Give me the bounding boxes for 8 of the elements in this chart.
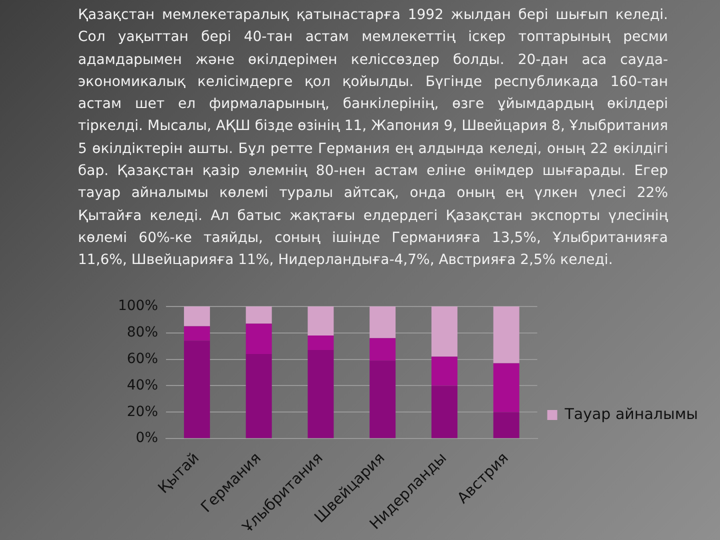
chart-title: Қазақстан мемлекетаралық қатынастарға 1992 жылдан бері шығып келеді. Сол уақыттан бері 40-тан астам мемлекеттің іскер топтарының ресми адамдарымен және өкілдерімен келіссөздер болды. 20-дан аса сауда-экономикалық келісімдерге қол қойылды. Бүгінде республикада 160-тан астам шет ел фирмаларының, банкілерінің, өзге ұйымдардың өкілдері тіркелді. Мысалы, АҚШ бізде өзінің 11, Жапония 9, Швейцария 8, Ұлыбритания 5 өкілдіктерін ашты. Бұл ретте Германия ең алдында келеді, оның 22 өкілдігі бар. Қазақстан қазір әлемнің 80-нен астам еліне өнімдер шығарады. Егер тауар айналымы көлемі туралы айтсақ, онда оның ең үлкен үлесі 22% Қытайға келеді. Ал батыс жақтағы елдердегі Қазақстан экспорты үлесінің көлемі 60%-ке таяйды, соның ішінде Германияға 13,5%, Ұлыбританияға 11,6%, Швейцарияға 11%, Нидерландыға-4,7%, Австрияға 2,5% келеді. — [78, 7, 668, 268]
y-tick-label: 20% — [126, 404, 158, 420]
y-tick-label: 40% — [126, 377, 158, 394]
y-tick-label: 60% — [126, 350, 158, 367]
y-tick-label: 100% — [118, 298, 158, 314]
y-tick-label: 80% — [126, 324, 158, 340]
legend-label: Тауар айналымы — [564, 404, 698, 423]
y-tick-label: 0% — [136, 430, 158, 446]
